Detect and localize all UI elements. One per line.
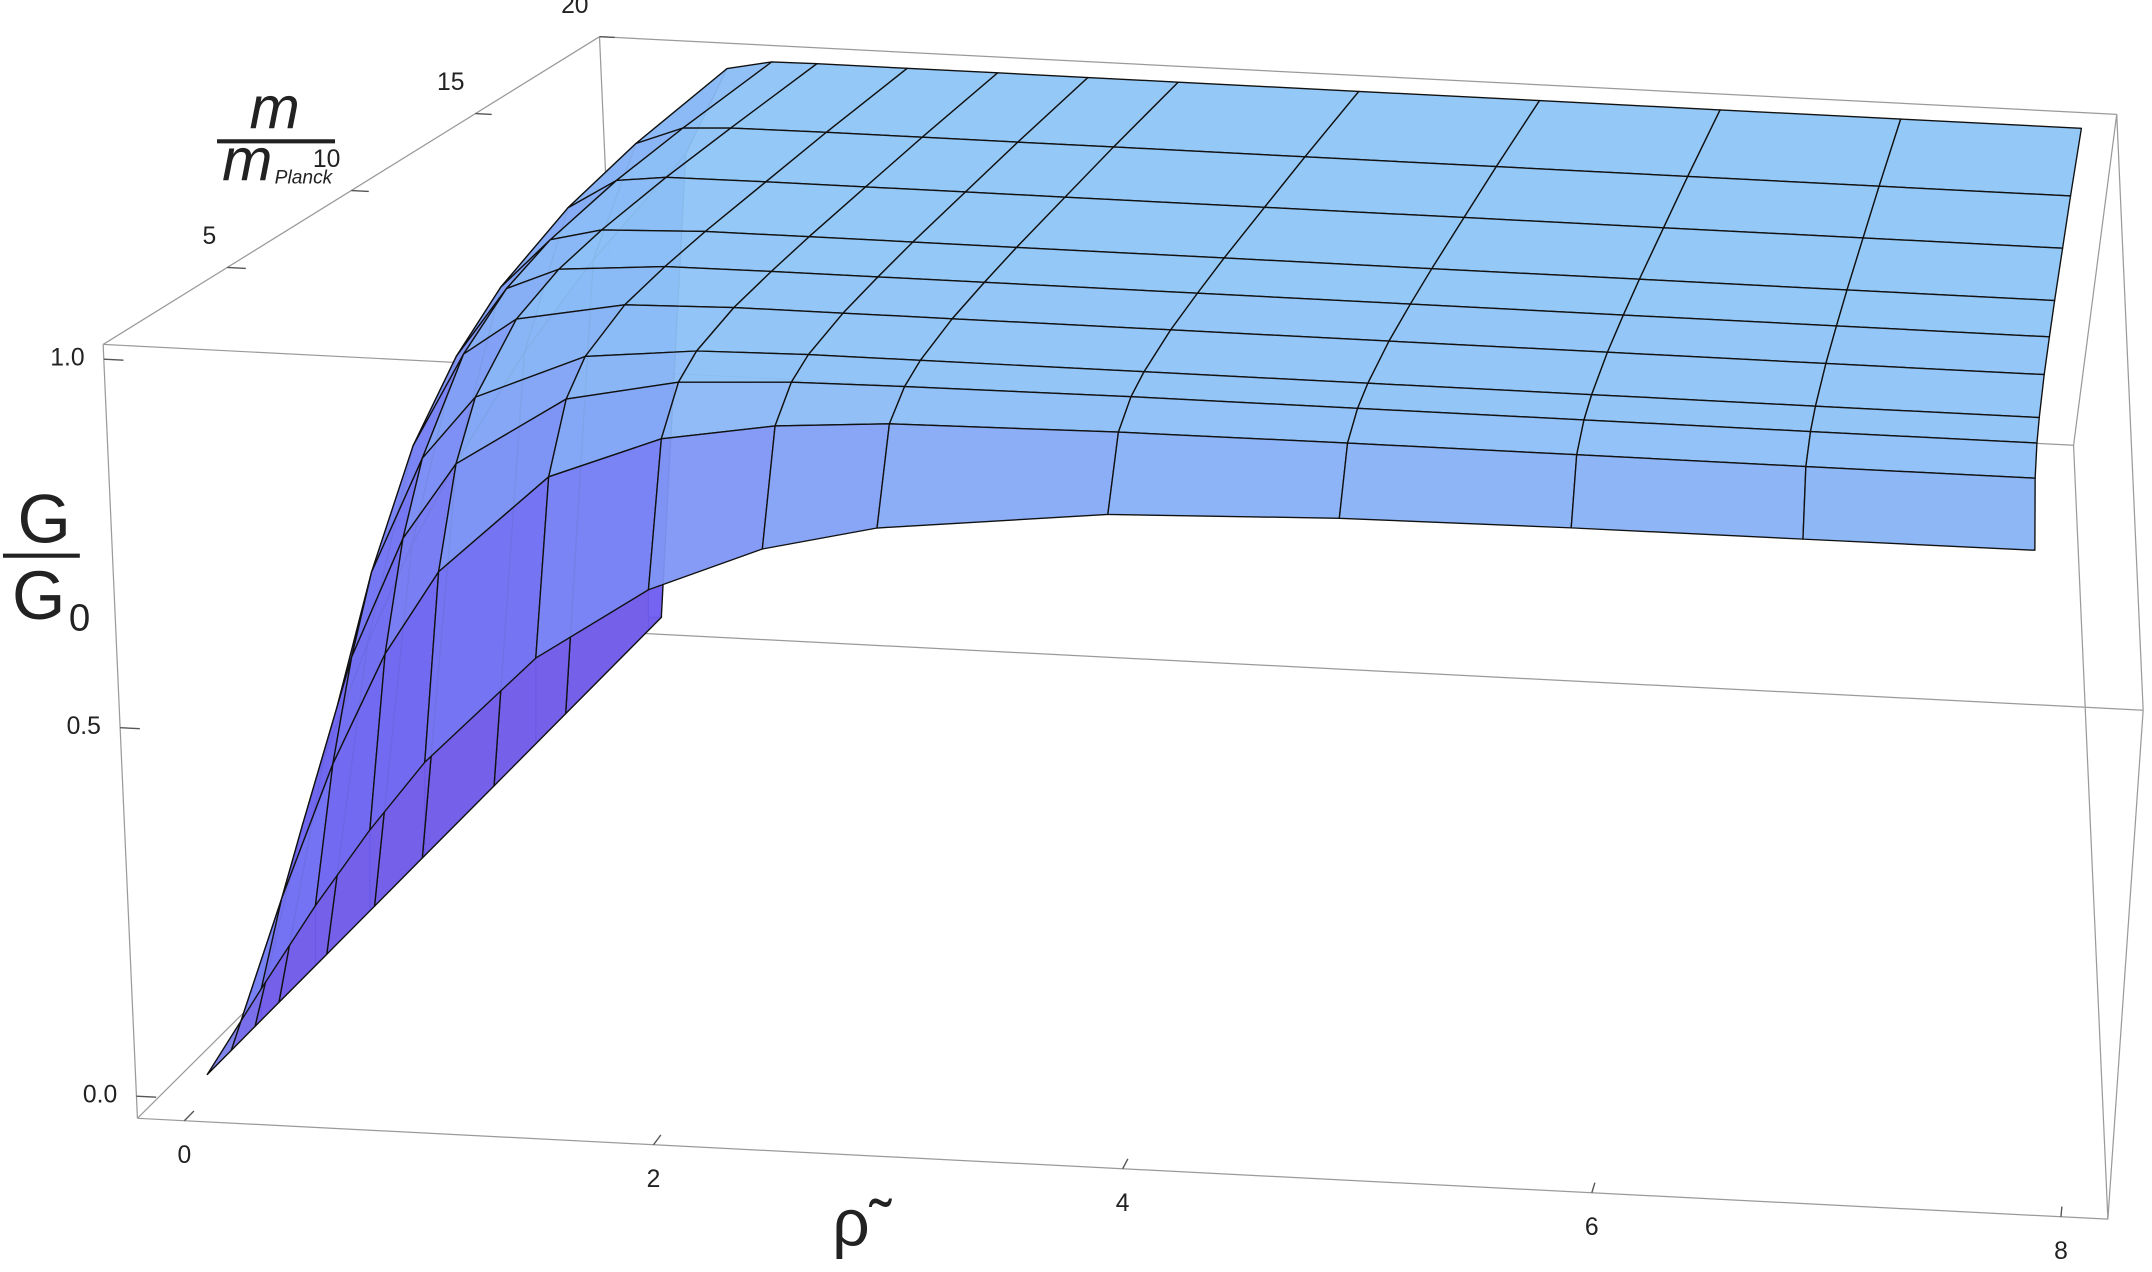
surface-patch: [1107, 431, 1349, 519]
surface-patch: [647, 425, 776, 591]
z-axis-label: G G 0: [2, 480, 90, 639]
y-label-num: m: [250, 73, 300, 141]
surface-patch: [790, 353, 922, 388]
y-tick-label: 5: [203, 223, 217, 250]
box-edge: [102, 344, 139, 1119]
z-tick: [120, 726, 140, 730]
x-axis-label: ρ̃: [832, 1185, 892, 1259]
y-label-sub: Planck: [275, 167, 334, 188]
x-tick-label: 0: [177, 1142, 191, 1169]
surface-patch: [1338, 442, 1578, 529]
x-tick: [652, 1134, 662, 1146]
surface-patch: [1263, 156, 1497, 219]
y-axis-label: m m Planck: [217, 73, 336, 194]
y-tick: [227, 266, 246, 270]
surface-patch: [1570, 454, 1807, 540]
box-edge: [2107, 710, 2144, 1220]
x-tick: [1122, 1158, 1129, 1170]
box-edge: [2116, 114, 2144, 711]
z-tick-label: 0.0: [83, 1082, 117, 1109]
x-tick-label: 4: [1116, 1190, 1130, 1217]
y-tick-label: 10: [313, 146, 340, 173]
x-tick: [1591, 1182, 1596, 1193]
z-tick-label: 1.0: [50, 345, 84, 372]
x-tick: [2060, 1206, 2063, 1217]
z-tick-label: 0.5: [67, 713, 101, 740]
x-label: ρ̃: [832, 1185, 892, 1259]
z-tick: [103, 358, 124, 361]
surface-patch: [774, 381, 906, 427]
box-edge: [599, 36, 2117, 115]
box-edge: [2072, 114, 2118, 446]
x-tick-label: 2: [647, 1166, 661, 1193]
surface-patch: [1878, 118, 2083, 197]
y-tick-label: 15: [437, 69, 464, 96]
x-tick-label: 8: [2054, 1238, 2068, 1265]
x-tick-label: 6: [1585, 1214, 1599, 1241]
surface-patch: [876, 423, 1120, 529]
box-edge: [137, 1117, 2108, 1220]
box-edge: [625, 631, 2144, 711]
surface-patch: [761, 423, 891, 550]
surface-patch: [1802, 465, 2036, 551]
z-label-num: G: [17, 480, 70, 557]
surface-patch: [1662, 175, 1880, 239]
x-tick: [183, 1110, 195, 1122]
y-label-den: m: [222, 126, 272, 194]
z-label-den: G: [12, 557, 65, 634]
surface-patch: [677, 350, 810, 383]
z-label-sub: 0: [69, 596, 90, 639]
z-tick: [136, 1095, 157, 1098]
box-edge: [2072, 445, 2109, 1220]
y-tick: [475, 112, 492, 116]
y-tick-label: 20: [561, 0, 588, 19]
y-tick: [351, 189, 369, 193]
y-tick: [599, 35, 615, 39]
surface-patch: [1687, 109, 1902, 187]
